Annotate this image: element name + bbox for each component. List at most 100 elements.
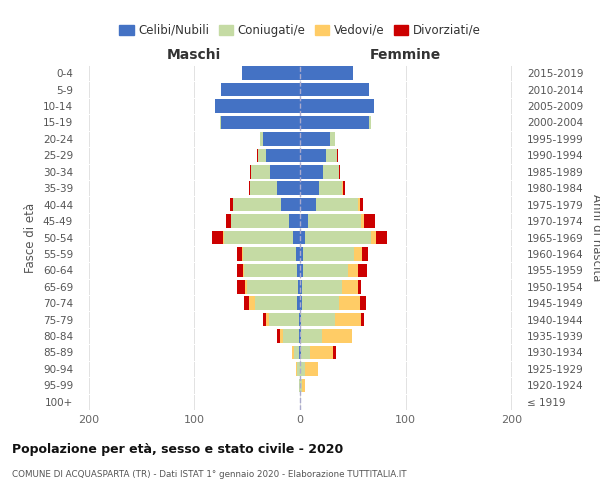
Bar: [260, 132, 263, 145]
Bar: [283, 330, 299, 343]
Bar: [360, 198, 364, 211]
Bar: [258, 148, 266, 162]
Bar: [223, 231, 224, 244]
Bar: [300, 66, 353, 80]
Bar: [302, 296, 339, 310]
Bar: [301, 346, 310, 359]
Bar: [242, 66, 300, 80]
Bar: [301, 330, 322, 343]
Bar: [300, 264, 303, 277]
Bar: [299, 313, 300, 326]
Text: Popolazione per età, sesso e stato civile - 2020: Popolazione per età, sesso e stato civil…: [12, 442, 343, 456]
Bar: [249, 182, 250, 195]
Bar: [303, 247, 354, 260]
Bar: [300, 100, 374, 113]
Bar: [358, 264, 367, 277]
Bar: [300, 378, 302, 392]
Bar: [300, 198, 316, 211]
Bar: [299, 330, 300, 343]
Bar: [329, 132, 335, 145]
Legend: Celibi/Nubili, Coniugati/e, Vedovi/e, Divorziati/e: Celibi/Nubili, Coniugati/e, Vedovi/e, Di…: [115, 19, 485, 42]
Bar: [361, 313, 364, 326]
Bar: [300, 83, 369, 96]
Bar: [280, 330, 283, 343]
Bar: [326, 148, 337, 162]
Bar: [277, 330, 280, 343]
Bar: [254, 296, 297, 310]
Bar: [236, 280, 245, 293]
Bar: [354, 247, 362, 260]
Bar: [302, 280, 342, 293]
Bar: [263, 313, 266, 326]
Bar: [300, 296, 302, 310]
Bar: [236, 247, 242, 260]
Bar: [215, 100, 300, 113]
Bar: [231, 214, 289, 228]
Bar: [257, 148, 258, 162]
Bar: [300, 214, 308, 228]
Bar: [289, 214, 300, 228]
Bar: [298, 280, 300, 293]
Bar: [221, 116, 300, 129]
Bar: [300, 182, 319, 195]
Text: Femmine: Femmine: [370, 48, 442, 62]
Bar: [347, 264, 358, 277]
Bar: [281, 198, 300, 211]
Bar: [236, 264, 243, 277]
Bar: [300, 346, 301, 359]
Bar: [244, 264, 297, 277]
Bar: [293, 231, 300, 244]
Bar: [300, 231, 305, 244]
Bar: [358, 198, 360, 211]
Bar: [226, 214, 231, 228]
Bar: [224, 231, 293, 244]
Bar: [301, 313, 335, 326]
Bar: [243, 247, 296, 260]
Bar: [296, 362, 297, 376]
Bar: [342, 182, 343, 195]
Bar: [362, 247, 368, 260]
Bar: [310, 346, 333, 359]
Bar: [299, 378, 300, 392]
Bar: [269, 313, 299, 326]
Bar: [250, 165, 251, 178]
Bar: [343, 182, 346, 195]
Bar: [220, 116, 221, 129]
Bar: [342, 280, 358, 293]
Bar: [300, 247, 303, 260]
Bar: [212, 231, 223, 244]
Bar: [308, 214, 361, 228]
Bar: [300, 313, 301, 326]
Y-axis label: Anni di nascita: Anni di nascita: [590, 194, 600, 281]
Bar: [243, 264, 244, 277]
Bar: [300, 362, 305, 376]
Bar: [271, 165, 300, 178]
Bar: [263, 132, 300, 145]
Y-axis label: Fasce di età: Fasce di età: [25, 202, 37, 272]
Bar: [361, 214, 364, 228]
Bar: [371, 231, 376, 244]
Bar: [300, 116, 369, 129]
Bar: [250, 182, 277, 195]
Bar: [333, 346, 336, 359]
Bar: [302, 378, 305, 392]
Bar: [299, 346, 300, 359]
Bar: [245, 280, 247, 293]
Bar: [369, 116, 371, 129]
Bar: [300, 148, 326, 162]
Bar: [247, 280, 298, 293]
Bar: [316, 198, 358, 211]
Text: Maschi: Maschi: [167, 48, 221, 62]
Bar: [364, 214, 375, 228]
Bar: [339, 296, 360, 310]
Bar: [230, 198, 233, 211]
Bar: [244, 296, 249, 310]
Bar: [292, 346, 293, 359]
Bar: [305, 362, 318, 376]
Bar: [266, 313, 269, 326]
Bar: [358, 280, 361, 293]
Bar: [249, 296, 254, 310]
Bar: [242, 247, 243, 260]
Bar: [305, 231, 371, 244]
Text: COMUNE DI ACQUASPARTA (TR) - Dati ISTAT 1° gennaio 2020 - Elaborazione TUTTITALI: COMUNE DI ACQUASPARTA (TR) - Dati ISTAT …: [12, 470, 407, 479]
